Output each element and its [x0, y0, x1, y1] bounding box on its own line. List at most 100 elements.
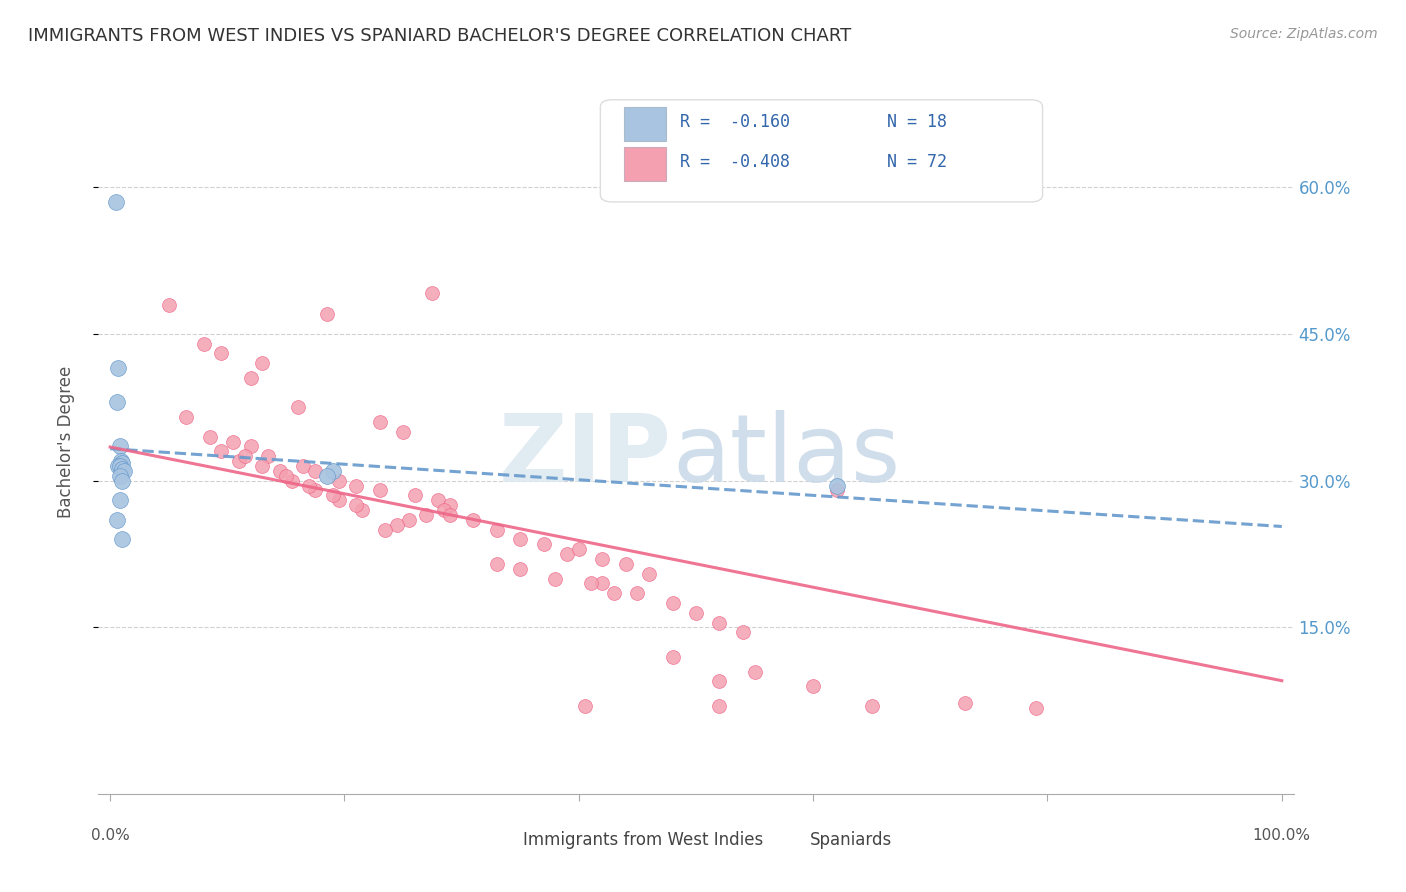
- Point: [298, 478, 321, 492]
- Point: [110, 454, 132, 468]
- Point: [344, 498, 367, 512]
- Point: [211, 444, 233, 458]
- Point: [626, 586, 648, 600]
- Point: [825, 478, 848, 492]
- Point: [661, 649, 683, 664]
- Point: [638, 566, 661, 581]
- Point: [108, 493, 131, 508]
- Point: [111, 533, 134, 547]
- Point: [709, 698, 731, 713]
- Point: [274, 468, 297, 483]
- Point: [385, 517, 409, 532]
- Point: [174, 410, 197, 425]
- Bar: [486, 832, 513, 852]
- Point: [322, 488, 344, 502]
- Point: [439, 508, 461, 522]
- Text: N = 18: N = 18: [887, 113, 948, 131]
- Point: [105, 395, 128, 409]
- Point: [111, 474, 134, 488]
- Point: [107, 361, 129, 376]
- Point: [374, 523, 396, 537]
- Text: R =  -0.160: R = -0.160: [681, 113, 790, 131]
- Point: [614, 557, 637, 571]
- Point: [579, 576, 602, 591]
- Point: [404, 488, 426, 502]
- Text: IMMIGRANTS FROM WEST INDIES VS SPANIARD BACHELOR'S DEGREE CORRELATION CHART: IMMIGRANTS FROM WEST INDIES VS SPANIARD …: [28, 27, 852, 45]
- Point: [252, 356, 274, 370]
- Point: [533, 537, 555, 551]
- Point: [281, 474, 304, 488]
- Point: [222, 434, 245, 449]
- Point: [955, 696, 977, 710]
- Point: [316, 468, 339, 483]
- Point: [392, 425, 415, 439]
- Bar: [773, 832, 800, 852]
- Point: [108, 439, 131, 453]
- Point: [591, 552, 613, 566]
- Point: [252, 458, 274, 473]
- Point: [112, 464, 135, 478]
- Point: [709, 674, 731, 689]
- Point: [328, 474, 350, 488]
- Point: [801, 679, 824, 693]
- Point: [198, 430, 221, 444]
- Point: [709, 615, 731, 630]
- Text: R =  -0.408: R = -0.408: [681, 153, 790, 170]
- Point: [304, 464, 326, 478]
- Point: [111, 456, 134, 470]
- Point: [485, 557, 508, 571]
- Point: [685, 606, 707, 620]
- Text: Immigrants from West Indies: Immigrants from West Indies: [523, 830, 763, 848]
- Point: [287, 401, 309, 415]
- Point: [239, 371, 262, 385]
- Point: [157, 297, 180, 311]
- Point: [825, 483, 848, 498]
- Point: [509, 533, 531, 547]
- Point: [555, 547, 578, 561]
- Point: [233, 449, 256, 463]
- Point: [105, 194, 128, 209]
- Point: [398, 513, 420, 527]
- Text: atlas: atlas: [672, 409, 900, 501]
- Point: [731, 625, 754, 640]
- Point: [304, 483, 326, 498]
- Point: [433, 503, 456, 517]
- Bar: [624, 147, 666, 181]
- Point: [316, 307, 339, 321]
- Point: [107, 458, 129, 473]
- Point: [111, 462, 134, 476]
- Text: 100.0%: 100.0%: [1253, 828, 1310, 843]
- Point: [744, 665, 766, 679]
- Point: [591, 576, 613, 591]
- Point: [1025, 700, 1047, 714]
- Point: [257, 449, 280, 463]
- FancyBboxPatch shape: [600, 100, 1043, 202]
- Point: [603, 586, 626, 600]
- Point: [193, 336, 215, 351]
- Point: [211, 346, 233, 360]
- Point: [661, 596, 683, 610]
- Y-axis label: Bachelor's Degree: Bachelor's Degree: [56, 366, 75, 517]
- Point: [352, 503, 374, 517]
- Point: [368, 415, 391, 429]
- Point: [860, 698, 883, 713]
- Text: N = 72: N = 72: [887, 153, 948, 170]
- Point: [108, 468, 131, 483]
- Point: [568, 542, 591, 557]
- Point: [108, 458, 131, 473]
- Point: [228, 454, 250, 468]
- Point: [439, 498, 461, 512]
- Point: [105, 513, 128, 527]
- Point: [239, 439, 262, 453]
- Text: Spaniards: Spaniards: [810, 830, 891, 848]
- Point: [544, 572, 567, 586]
- Bar: [624, 107, 666, 141]
- Text: ZIP: ZIP: [499, 409, 672, 501]
- Point: [344, 478, 367, 492]
- Text: 0.0%: 0.0%: [91, 828, 129, 843]
- Point: [328, 493, 350, 508]
- Point: [427, 493, 450, 508]
- Point: [322, 464, 344, 478]
- Point: [292, 458, 315, 473]
- Point: [422, 285, 444, 300]
